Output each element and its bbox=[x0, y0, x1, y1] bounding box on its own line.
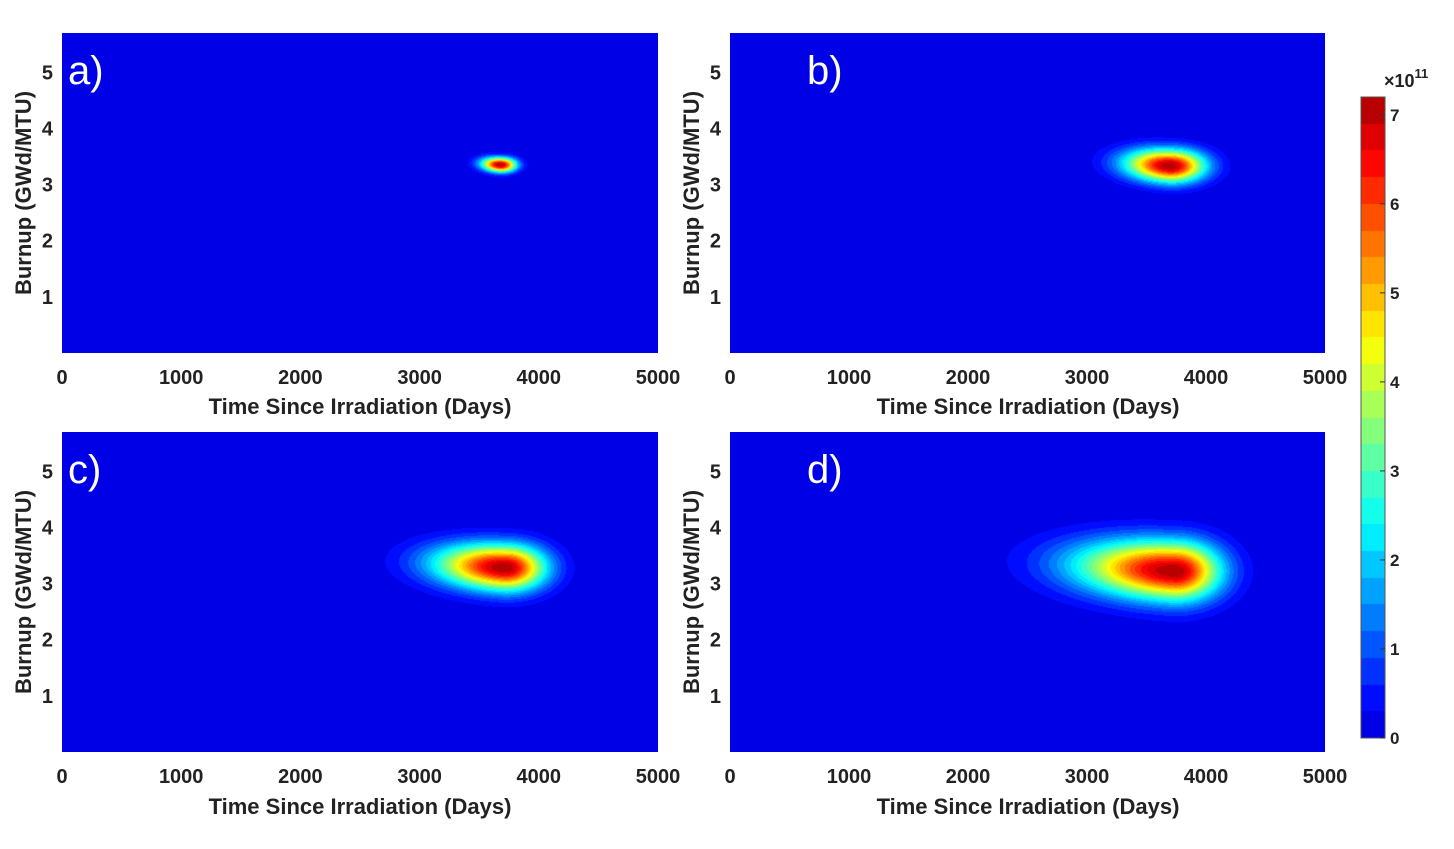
x-tick-label: 5000 bbox=[636, 766, 681, 788]
x-tick-label: 4000 bbox=[1184, 766, 1229, 788]
colorbar-border bbox=[1360, 96, 1386, 739]
x-tick-label: 0 bbox=[56, 367, 67, 389]
y-tick-label: 1 bbox=[42, 686, 53, 708]
y-tick-label: 3 bbox=[710, 175, 721, 197]
x-tick-labels-a: 0 1000 2000 3000 4000 5000 bbox=[56, 367, 680, 389]
panel-label-b: b) bbox=[807, 49, 843, 93]
panel-d: d) 0 1000 2000 3000 4000 5000 1 2 3 4 5 Time Sinc… bbox=[679, 432, 1347, 819]
colorbar: 0 1 2 3 4 5 6 7 ×1011 bbox=[1360, 66, 1428, 748]
y-tick-labels-b: 1 2 3 4 5 bbox=[710, 62, 722, 309]
x-tick-labels-d: 0 1000 2000 3000 4000 5000 bbox=[724, 766, 1347, 788]
x-axis-label-b: Time Since Irradiation (Days) bbox=[877, 394, 1180, 419]
colorbar-tick-label: 2 bbox=[1390, 551, 1399, 570]
panel-b: b) 0 1000 2000 3000 4000 5000 1 2 3 4 5 Time Sinc… bbox=[679, 33, 1347, 419]
colorbar-tick-label: 1 bbox=[1390, 640, 1399, 659]
x-tick-label: 5000 bbox=[636, 367, 681, 389]
x-tick-label: 2000 bbox=[946, 367, 991, 389]
x-axis-label-d: Time Since Irradiation (Days) bbox=[877, 794, 1180, 819]
y-axis-label-b: Burnup (GWd/MTU) bbox=[679, 91, 704, 295]
heatmap-image-b bbox=[730, 33, 1325, 353]
y-tick-label: 4 bbox=[710, 517, 722, 539]
x-tick-label: 0 bbox=[724, 766, 735, 788]
x-tick-label: 5000 bbox=[1303, 367, 1348, 389]
y-tick-label: 5 bbox=[42, 461, 53, 483]
y-tick-label: 1 bbox=[42, 287, 53, 309]
x-tick-label: 2000 bbox=[278, 766, 323, 788]
y-tick-label: 5 bbox=[710, 62, 721, 84]
heatmap-image-d bbox=[730, 432, 1325, 752]
y-tick-label: 2 bbox=[710, 630, 721, 652]
colorbar-tick-label: 5 bbox=[1390, 284, 1399, 303]
x-tick-label: 0 bbox=[56, 766, 67, 788]
colorbar-exponent: ×1011 bbox=[1384, 66, 1428, 91]
y-tick-label: 4 bbox=[42, 118, 54, 140]
heatmap-image-c bbox=[62, 432, 658, 752]
colorbar-tick-label: 0 bbox=[1390, 729, 1399, 748]
panel-a: a) 0 1000 2000 3000 4000 5000 1 2 3 4 5 Time Sinc… bbox=[11, 33, 680, 419]
y-tick-label: 2 bbox=[42, 630, 53, 652]
y-tick-label: 3 bbox=[42, 574, 53, 596]
x-tick-label: 1000 bbox=[159, 766, 204, 788]
y-tick-labels-a: 1 2 3 4 5 bbox=[42, 62, 54, 309]
y-tick-label: 5 bbox=[710, 461, 721, 483]
colorbar-tick-label: 7 bbox=[1390, 106, 1399, 125]
y-tick-label: 1 bbox=[710, 686, 721, 708]
y-axis-label-c: Burnup (GWd/MTU) bbox=[11, 490, 36, 694]
x-tick-label: 3000 bbox=[1065, 367, 1110, 389]
y-tick-label: 2 bbox=[42, 231, 53, 253]
x-tick-label: 1000 bbox=[827, 367, 872, 389]
x-tick-labels-c: 0 1000 2000 3000 4000 5000 bbox=[56, 766, 680, 788]
y-tick-labels-c: 1 2 3 4 5 bbox=[42, 461, 54, 708]
x-tick-label: 5000 bbox=[1303, 766, 1348, 788]
y-tick-label: 4 bbox=[42, 517, 54, 539]
x-tick-label: 4000 bbox=[1184, 367, 1229, 389]
colorbar-tick-label: 4 bbox=[1390, 373, 1400, 392]
x-tick-labels-b: 0 1000 2000 3000 4000 5000 bbox=[724, 367, 1347, 389]
x-tick-label: 4000 bbox=[517, 766, 562, 788]
x-tick-label: 4000 bbox=[517, 367, 562, 389]
x-tick-label: 1000 bbox=[827, 766, 872, 788]
panel-label-d: d) bbox=[807, 448, 843, 492]
y-axis-label-a: Burnup (GWd/MTU) bbox=[11, 91, 36, 295]
x-tick-label: 2000 bbox=[278, 367, 323, 389]
x-tick-label: 3000 bbox=[397, 766, 442, 788]
x-axis-label-a: Time Since Irradiation (Days) bbox=[209, 394, 512, 419]
y-axis-label-d: Burnup (GWd/MTU) bbox=[679, 490, 704, 694]
x-tick-label: 2000 bbox=[946, 766, 991, 788]
colorbar-gradient bbox=[1361, 97, 1385, 738]
y-tick-label: 1 bbox=[710, 287, 721, 309]
x-tick-label: 1000 bbox=[159, 367, 204, 389]
colorbar-tick-label: 6 bbox=[1390, 195, 1399, 214]
x-axis-label-c: Time Since Irradiation (Days) bbox=[209, 794, 512, 819]
panel-c: c) 0 1000 2000 3000 4000 5000 1 2 3 4 5 Time Sinc… bbox=[11, 432, 680, 819]
x-tick-label: 3000 bbox=[1065, 766, 1110, 788]
y-tick-label: 3 bbox=[710, 574, 721, 596]
colorbar-tick-labels: 0 1 2 3 4 5 6 7 bbox=[1380, 106, 1400, 748]
x-tick-label: 0 bbox=[724, 367, 735, 389]
y-tick-label: 4 bbox=[710, 118, 722, 140]
y-tick-labels-d: 1 2 3 4 5 bbox=[710, 461, 722, 708]
panel-label-c: c) bbox=[68, 448, 101, 492]
x-tick-label: 3000 bbox=[397, 367, 442, 389]
y-tick-label: 3 bbox=[42, 175, 53, 197]
colorbar-tick-label: 3 bbox=[1390, 462, 1399, 481]
panel-label-a: a) bbox=[68, 49, 104, 93]
y-tick-label: 2 bbox=[710, 231, 721, 253]
y-tick-label: 5 bbox=[42, 62, 53, 84]
heatmap-image-a bbox=[62, 33, 658, 353]
